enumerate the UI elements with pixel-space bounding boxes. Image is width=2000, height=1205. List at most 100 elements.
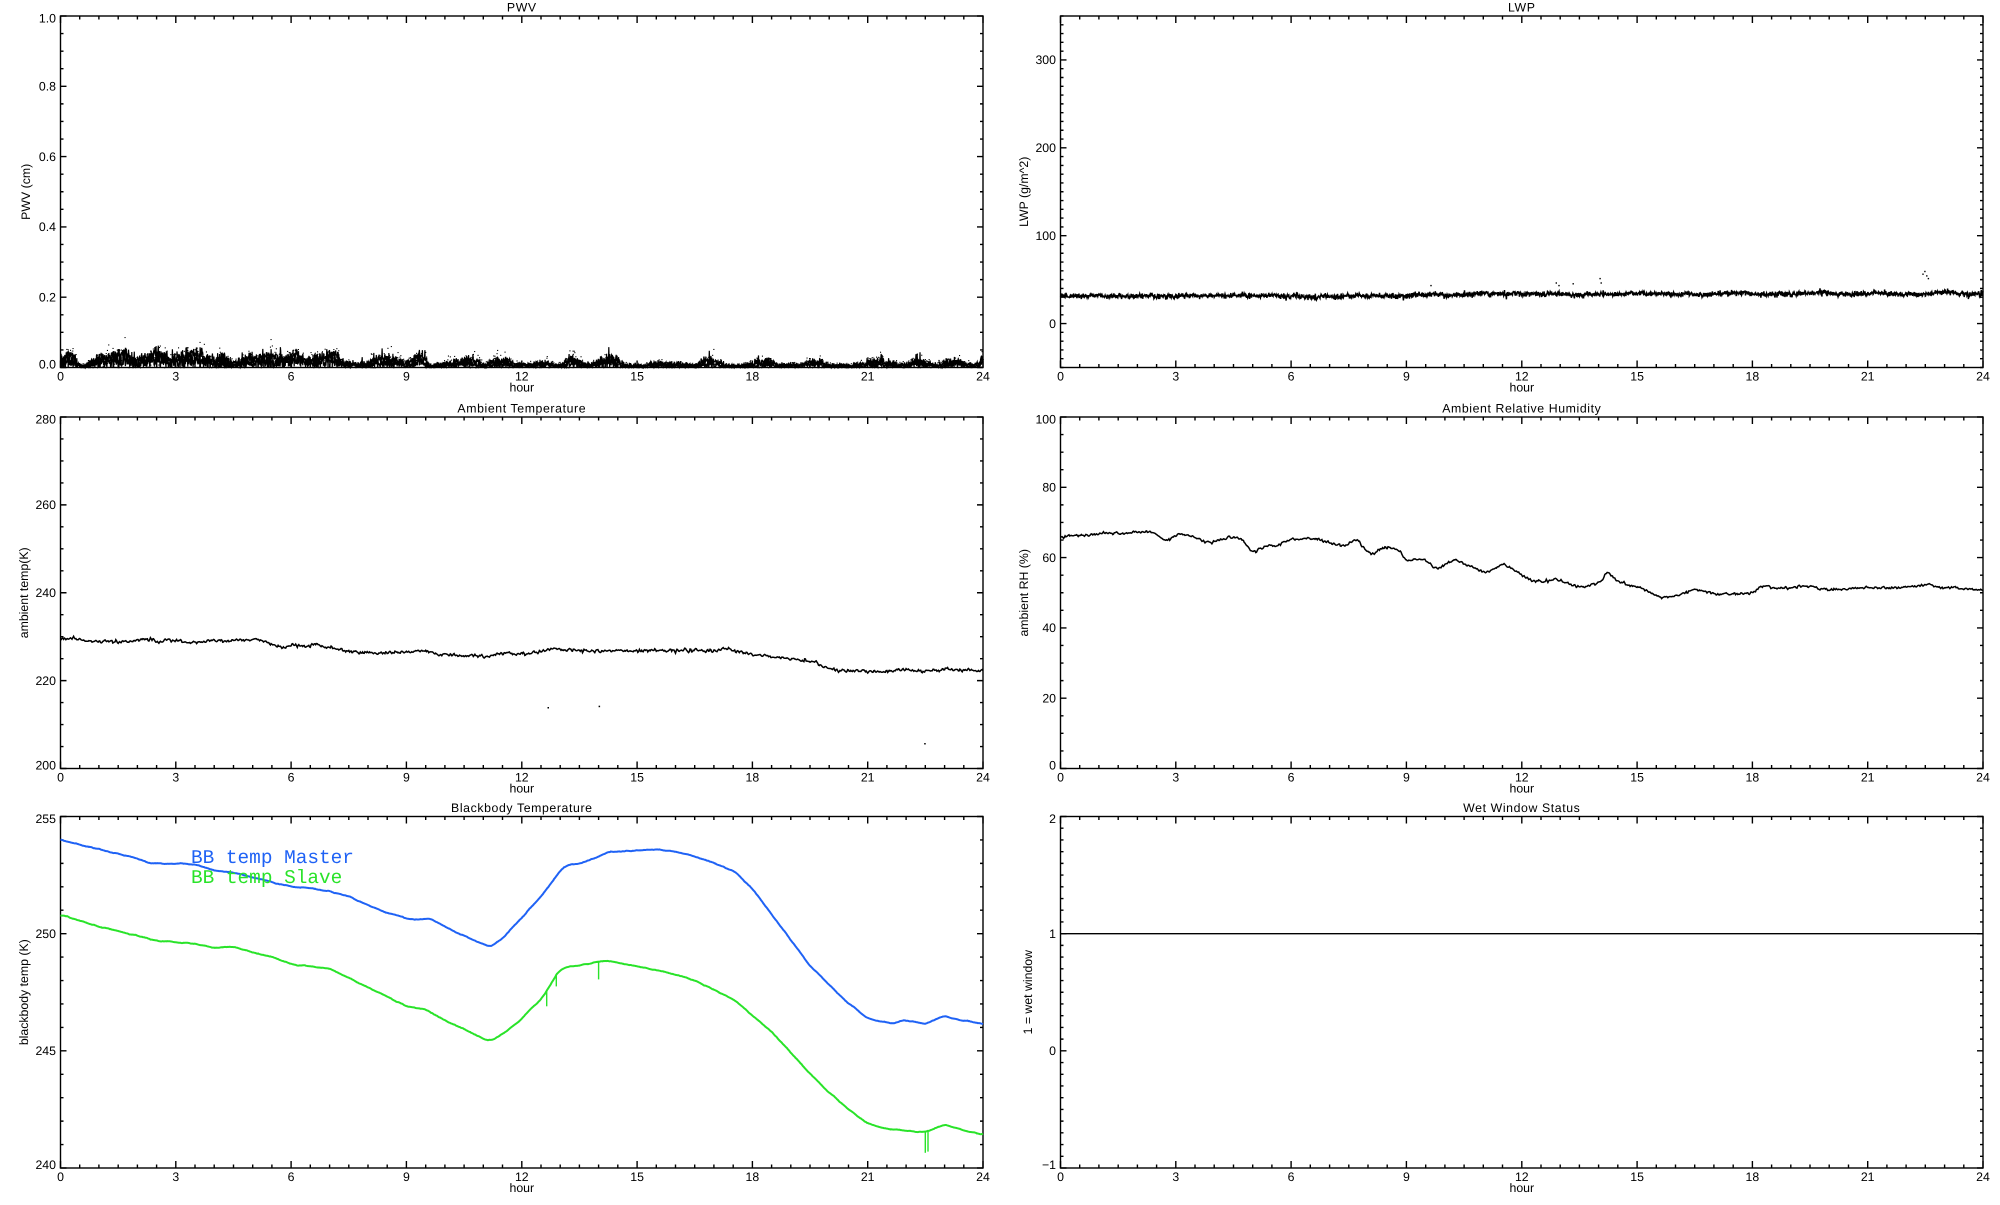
svg-text:12: 12 <box>1515 370 1529 384</box>
svg-text:9: 9 <box>403 771 410 785</box>
svg-text:6: 6 <box>1288 1170 1295 1184</box>
svg-text:0: 0 <box>1057 1170 1064 1184</box>
svg-text:6: 6 <box>1288 370 1295 384</box>
svg-text:40: 40 <box>1042 621 1056 635</box>
svg-text:24: 24 <box>976 771 990 785</box>
svg-text:hour: hour <box>1509 782 1534 796</box>
svg-text:6: 6 <box>1288 771 1295 785</box>
svg-text:200: 200 <box>35 759 56 773</box>
svg-text:Ambient Temperature: Ambient Temperature <box>457 402 586 416</box>
svg-text:255: 255 <box>35 812 56 826</box>
svg-text:21: 21 <box>861 1170 875 1184</box>
svg-text:12: 12 <box>1515 1170 1529 1184</box>
svg-text:18: 18 <box>746 370 760 384</box>
svg-text:hour: hour <box>1509 1181 1534 1195</box>
svg-text:250: 250 <box>35 927 56 941</box>
svg-text:hour: hour <box>509 782 534 796</box>
svg-text:15: 15 <box>1630 771 1644 785</box>
svg-text:280: 280 <box>35 412 56 426</box>
svg-text:18: 18 <box>1746 1170 1760 1184</box>
svg-text:0: 0 <box>1049 317 1056 331</box>
svg-text:6: 6 <box>288 370 295 384</box>
svg-text:12: 12 <box>515 771 529 785</box>
svg-text:BB temp Slave: BB temp Slave <box>191 867 342 889</box>
svg-text:245: 245 <box>35 1044 56 1058</box>
svg-text:3: 3 <box>1172 370 1179 384</box>
svg-text:80: 80 <box>1042 481 1056 495</box>
svg-text:21: 21 <box>861 370 875 384</box>
svg-text:0.4: 0.4 <box>39 220 56 234</box>
svg-text:100: 100 <box>1035 229 1056 243</box>
svg-text:300: 300 <box>1035 53 1056 67</box>
svg-text:60: 60 <box>1042 551 1056 565</box>
svg-text:3: 3 <box>1172 771 1179 785</box>
svg-text:1 = wet window: 1 = wet window <box>1021 950 1035 1035</box>
svg-text:6: 6 <box>288 771 295 785</box>
svg-text:18: 18 <box>746 771 760 785</box>
svg-text:PWV: PWV <box>507 1 537 15</box>
svg-text:0: 0 <box>57 370 64 384</box>
svg-text:18: 18 <box>1746 370 1760 384</box>
svg-text:1.0: 1.0 <box>39 11 56 25</box>
svg-text:12: 12 <box>515 1170 529 1184</box>
svg-text:3: 3 <box>1172 1170 1179 1184</box>
svg-text:12: 12 <box>515 370 529 384</box>
svg-text:9: 9 <box>1403 1170 1410 1184</box>
svg-text:0.0: 0.0 <box>39 358 56 372</box>
svg-text:3: 3 <box>172 1170 179 1184</box>
svg-text:2: 2 <box>1049 812 1056 826</box>
svg-text:12: 12 <box>1515 771 1529 785</box>
svg-text:hour: hour <box>509 381 534 395</box>
svg-text:ambient temp(K): ambient temp(K) <box>17 547 31 638</box>
svg-text:PWV (cm): PWV (cm) <box>19 164 33 220</box>
svg-text:200: 200 <box>1035 141 1056 155</box>
svg-text:9: 9 <box>1403 370 1410 384</box>
svg-text:15: 15 <box>630 370 644 384</box>
svg-text:240: 240 <box>35 586 56 600</box>
svg-text:0: 0 <box>57 1170 64 1184</box>
svg-text:−1: −1 <box>1042 1158 1056 1172</box>
svg-text:Wet Window Status: Wet Window Status <box>1463 801 1580 815</box>
svg-text:ambient RH (%): ambient RH (%) <box>1017 549 1031 636</box>
svg-text:6: 6 <box>288 1170 295 1184</box>
svg-text:15: 15 <box>630 771 644 785</box>
svg-text:9: 9 <box>403 1170 410 1184</box>
svg-text:240: 240 <box>35 1158 56 1172</box>
svg-text:21: 21 <box>861 771 875 785</box>
svg-text:260: 260 <box>35 498 56 512</box>
svg-text:blackbody temp (K): blackbody temp (K) <box>17 939 31 1045</box>
svg-text:9: 9 <box>403 370 410 384</box>
svg-text:0: 0 <box>1057 370 1064 384</box>
svg-text:21: 21 <box>1861 1170 1875 1184</box>
svg-text:LWP: LWP <box>1508 1 1536 15</box>
svg-text:20: 20 <box>1042 692 1056 706</box>
svg-text:24: 24 <box>976 370 990 384</box>
svg-text:24: 24 <box>1976 771 1990 785</box>
svg-text:18: 18 <box>1746 771 1760 785</box>
svg-text:3: 3 <box>172 771 179 785</box>
svg-text:24: 24 <box>976 1170 990 1184</box>
svg-text:0.6: 0.6 <box>39 150 56 164</box>
svg-text:18: 18 <box>746 1170 760 1184</box>
svg-text:1: 1 <box>1049 927 1056 941</box>
svg-text:Ambient Relative Humidity: Ambient Relative Humidity <box>1442 402 1601 416</box>
svg-text:3: 3 <box>172 370 179 384</box>
svg-text:LWP (g/m^2): LWP (g/m^2) <box>1017 157 1031 227</box>
svg-text:0.2: 0.2 <box>39 291 56 305</box>
svg-text:24: 24 <box>1976 1170 1990 1184</box>
svg-text:BB temp Master: BB temp Master <box>191 847 354 869</box>
svg-text:15: 15 <box>1630 370 1644 384</box>
svg-text:220: 220 <box>35 674 56 688</box>
svg-text:15: 15 <box>630 1170 644 1184</box>
svg-text:0: 0 <box>1057 771 1064 785</box>
svg-text:24: 24 <box>1976 370 1990 384</box>
svg-text:100: 100 <box>1035 412 1056 426</box>
svg-text:15: 15 <box>1630 1170 1644 1184</box>
svg-text:Blackbody Temperature: Blackbody Temperature <box>451 801 593 815</box>
svg-text:21: 21 <box>1861 370 1875 384</box>
svg-text:21: 21 <box>1861 771 1875 785</box>
svg-text:0: 0 <box>1049 759 1056 773</box>
svg-text:hour: hour <box>1509 381 1534 395</box>
svg-text:0.8: 0.8 <box>39 80 56 94</box>
svg-text:9: 9 <box>1403 771 1410 785</box>
